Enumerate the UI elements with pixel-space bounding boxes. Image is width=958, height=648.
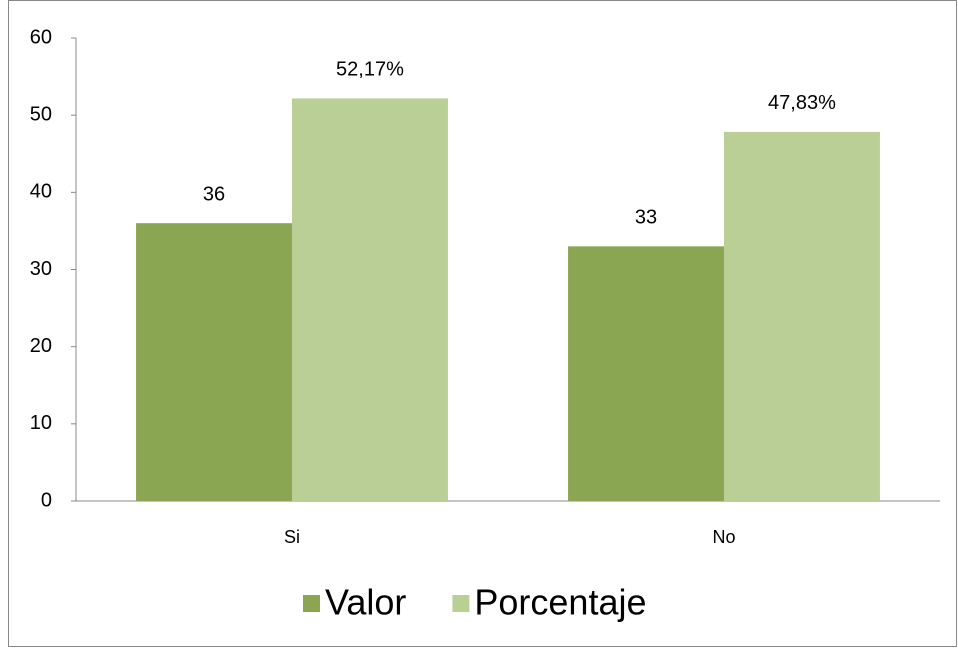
data-label: 52,17% <box>336 59 404 81</box>
x-tick-label: No <box>712 527 735 547</box>
data-label: 47,83% <box>768 92 836 114</box>
data-label: 33 <box>635 207 657 229</box>
legend-swatch <box>452 595 470 612</box>
y-tick-label: 0 <box>41 489 52 511</box>
bar <box>136 223 292 501</box>
y-tick-label: 40 <box>30 181 52 203</box>
legend-label: Valor <box>325 582 406 623</box>
data-label: 36 <box>203 183 225 205</box>
legend-swatch <box>303 595 320 612</box>
y-tick-label: 50 <box>30 103 52 125</box>
legend-label: Porcentaje <box>474 582 646 623</box>
y-tick-label: 60 <box>30 26 52 48</box>
y-tick-label: 20 <box>30 335 52 357</box>
bar <box>292 98 448 501</box>
y-tick-label: 10 <box>30 412 52 434</box>
bar <box>724 131 880 501</box>
bar <box>568 246 724 501</box>
x-tick-label: Si <box>284 527 300 547</box>
y-tick-label: 30 <box>30 258 52 280</box>
